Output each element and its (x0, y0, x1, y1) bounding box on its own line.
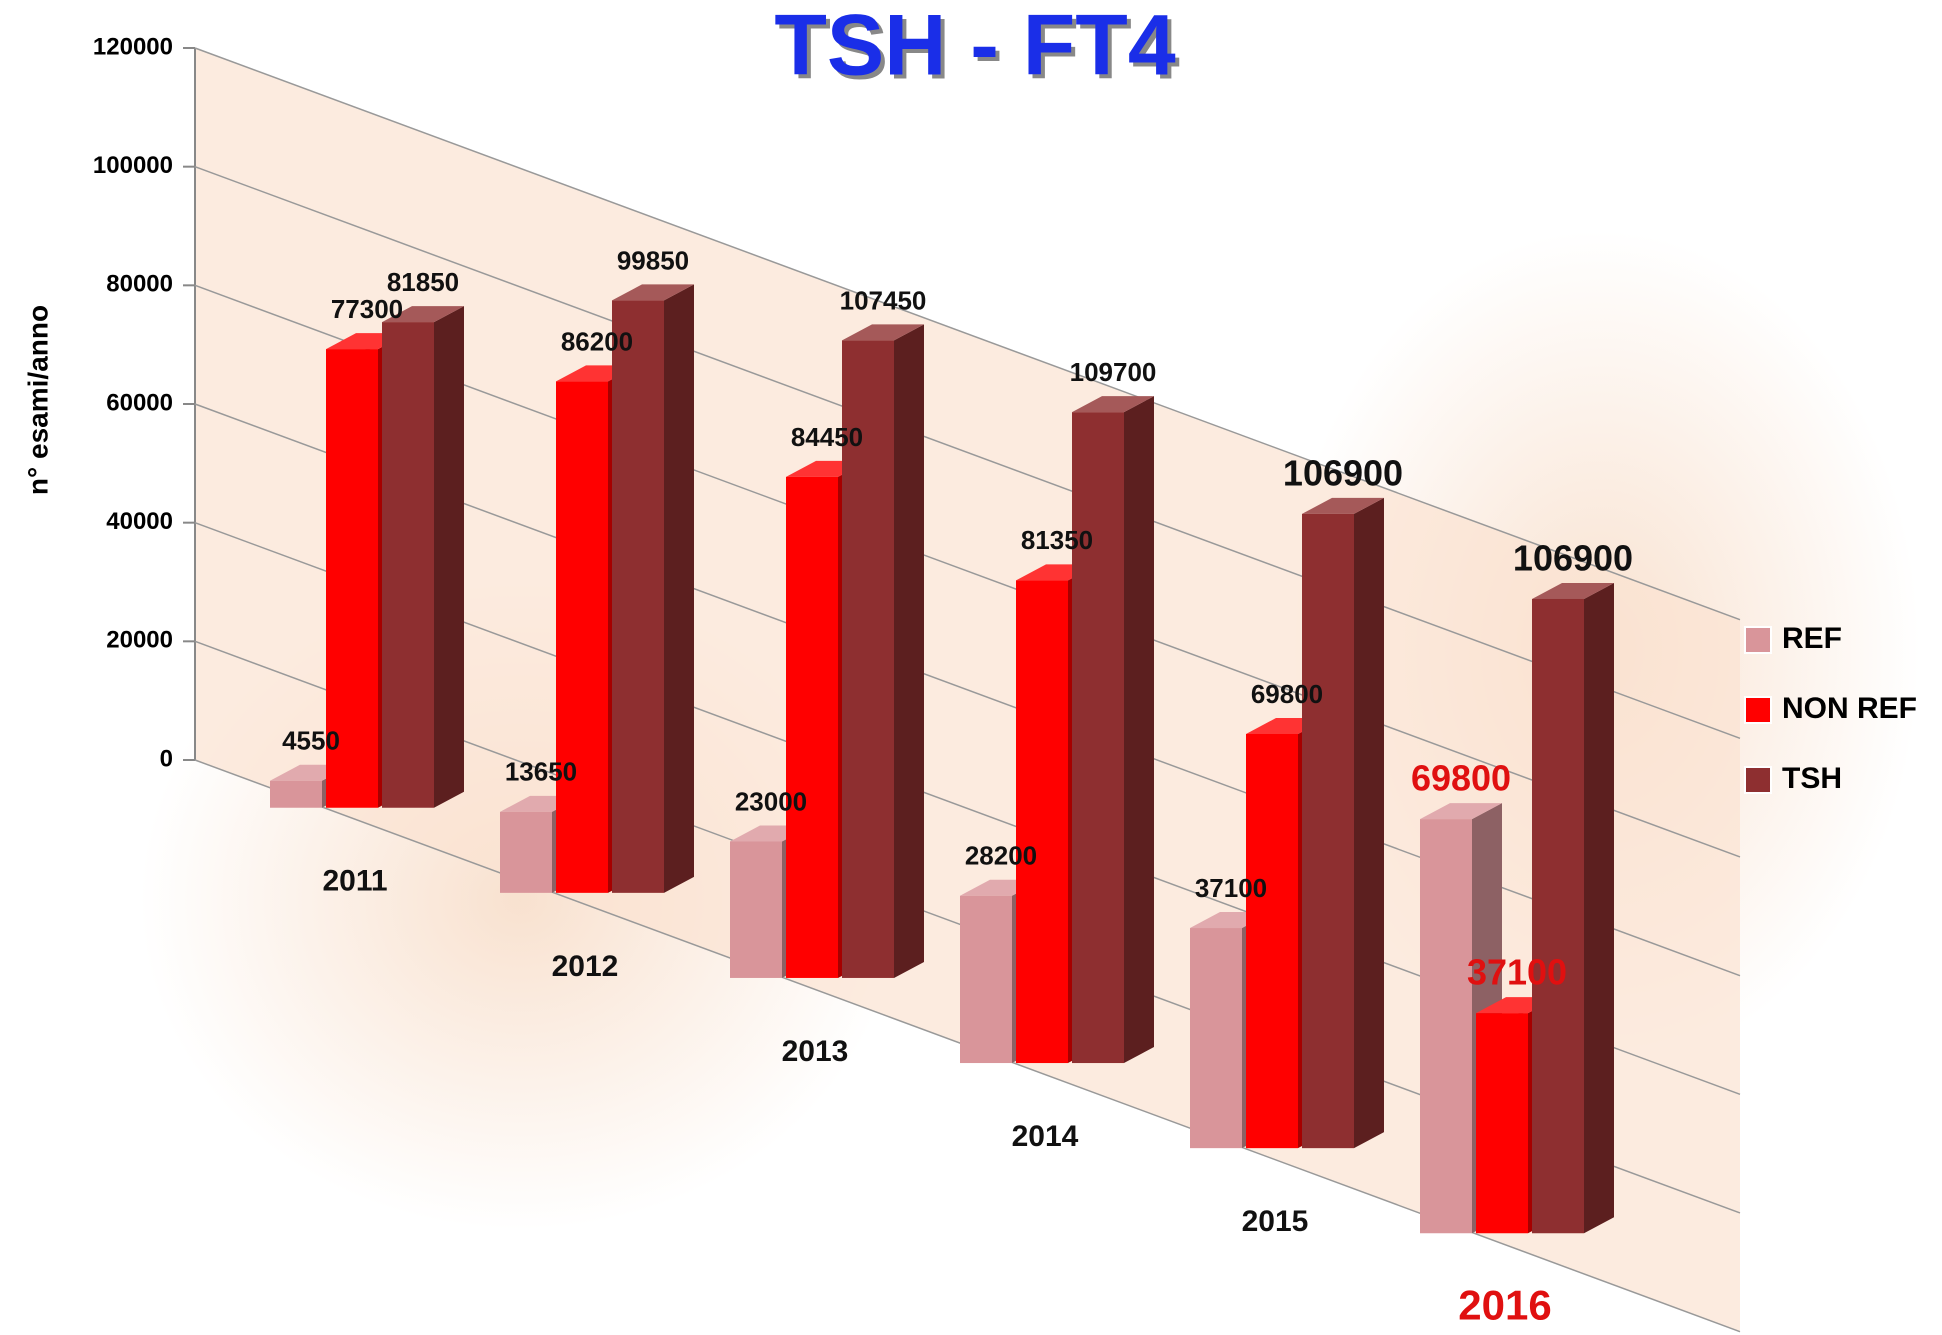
bar-front (382, 322, 434, 808)
bar (382, 306, 464, 808)
data-label: 4550 (282, 726, 340, 756)
y-axis-label: n° esami/anno (22, 305, 53, 495)
y-tick-label: 60000 (106, 389, 173, 416)
bar (1302, 498, 1384, 1148)
x-tick-label: 2012 (552, 950, 619, 983)
data-label: 69800 (1411, 758, 1511, 799)
bar-front (730, 841, 782, 977)
bar-side (434, 306, 464, 808)
bar (612, 284, 694, 892)
legend-label: REF (1782, 622, 1842, 655)
data-label: 106900 (1283, 452, 1403, 493)
bar-front (960, 896, 1012, 1063)
data-label: 13650 (505, 757, 577, 787)
legend-swatch (1745, 697, 1771, 723)
bar-front (612, 300, 664, 892)
data-label: 107450 (840, 285, 927, 315)
y-tick-label: 120000 (93, 33, 173, 60)
data-label: 23000 (735, 786, 807, 816)
chart-title: TSH - FT4 (774, 0, 1175, 94)
y-tick-label: 20000 (106, 627, 173, 654)
bar-side (1584, 583, 1614, 1233)
bar-front (1532, 599, 1584, 1233)
data-label: 37100 (1467, 952, 1567, 993)
x-tick-label: 2013 (782, 1035, 849, 1068)
legend-swatch (1745, 627, 1771, 653)
bar-front (1190, 928, 1242, 1148)
x-tick-label: 2016 (1458, 1281, 1551, 1328)
data-label: 81850 (387, 267, 459, 297)
bar-front (1420, 819, 1472, 1233)
data-label: 28200 (965, 841, 1037, 871)
data-label: 106900 (1513, 537, 1633, 578)
y-tick-label: 100000 (93, 152, 173, 179)
legend-label: TSH (1782, 762, 1842, 795)
bar-front (1072, 412, 1124, 1063)
data-label: 86200 (561, 326, 633, 356)
data-label: 99850 (617, 245, 689, 275)
bar-front (1302, 514, 1354, 1148)
bar-side (1354, 498, 1384, 1148)
bar-front (500, 812, 552, 893)
bar-side (664, 284, 694, 892)
legend-swatch (1745, 767, 1771, 793)
bar-front (1246, 734, 1298, 1148)
bar (1072, 396, 1154, 1063)
legend-label: NON REF (1782, 692, 1917, 725)
y-tick-label: 40000 (106, 508, 173, 535)
chart: 0 20000 40000 60000 80000 100000 120000 2011 201… (0, 0, 1942, 1335)
data-label: 84450 (791, 422, 863, 452)
data-label: 81350 (1021, 525, 1093, 555)
bar-side (894, 324, 924, 978)
bar-front (1016, 580, 1068, 1063)
bar (1532, 583, 1614, 1233)
bar-side (1124, 396, 1154, 1063)
y-tick-label: 0 (160, 745, 173, 772)
x-tick-label: 2015 (1242, 1205, 1309, 1238)
x-tick-label: 2011 (322, 865, 387, 898)
data-label: 37100 (1195, 873, 1267, 903)
bar-front (1476, 1013, 1528, 1233)
data-label: 69800 (1251, 679, 1323, 709)
bar-front (270, 781, 322, 808)
y-tick-label: 80000 (106, 271, 173, 298)
data-label: 77300 (331, 294, 403, 324)
x-tick-label: 2014 (1012, 1120, 1079, 1153)
bar-front (786, 477, 838, 978)
data-label: 109700 (1070, 357, 1157, 387)
bar-front (556, 381, 608, 892)
